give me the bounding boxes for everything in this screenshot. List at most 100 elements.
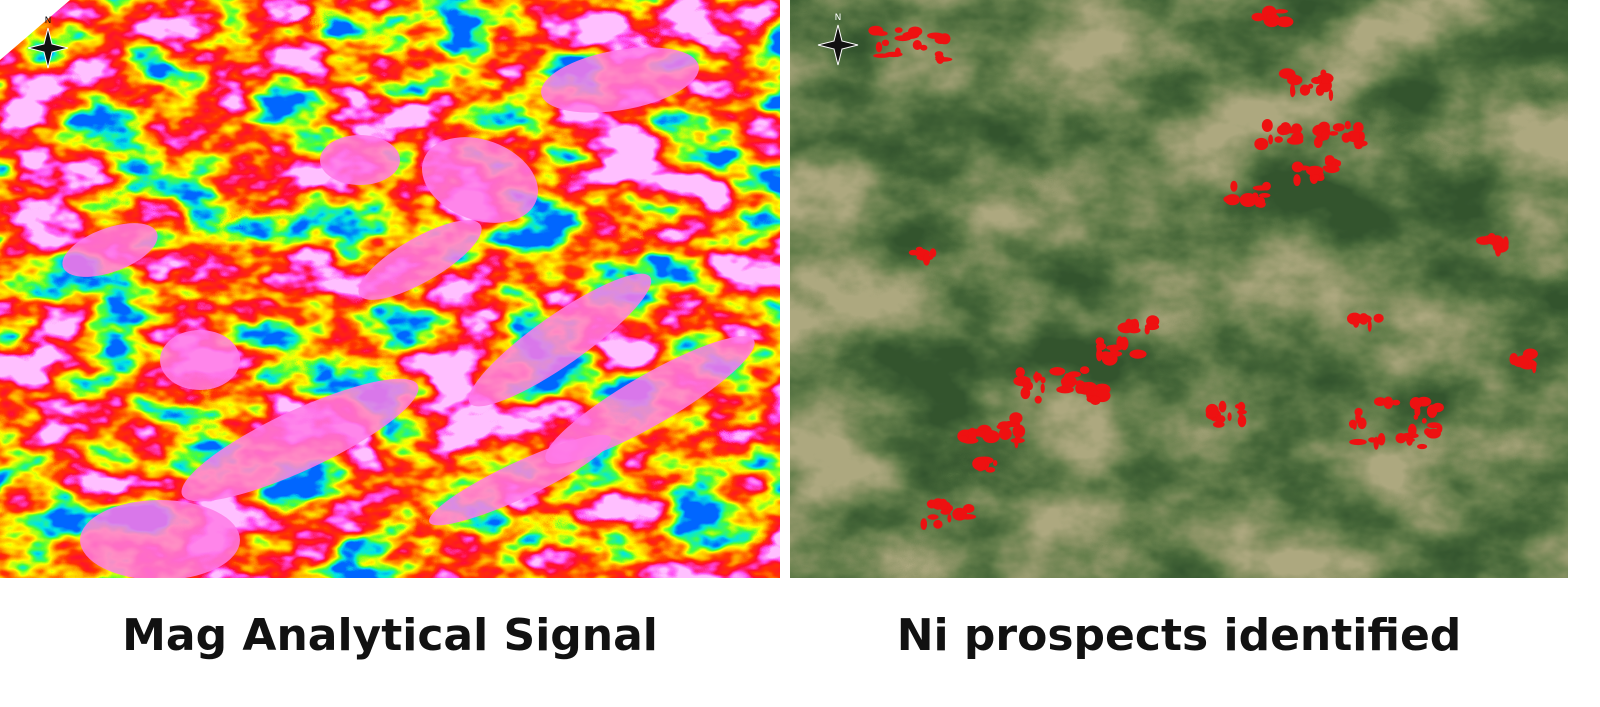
prospect-patch xyxy=(1292,131,1304,143)
prospect-patch xyxy=(975,458,986,472)
compass-rose: N xyxy=(817,13,859,66)
prospect-patch xyxy=(1213,421,1225,428)
prospect-patch xyxy=(1352,312,1360,320)
prospect-patch xyxy=(1015,367,1025,378)
caption: Ni prospects identified xyxy=(897,610,1462,661)
high-signal-zone xyxy=(545,336,755,464)
prospect-patch xyxy=(1306,165,1324,176)
prospect-patch xyxy=(934,35,948,44)
prospect-patch xyxy=(1067,371,1081,378)
prospect-patch xyxy=(1144,323,1160,331)
prospect-patch xyxy=(1494,242,1502,257)
high-signal-zone xyxy=(80,500,240,578)
high-signal-zone xyxy=(181,378,419,502)
caption: Mag Analytical Signal xyxy=(122,610,658,661)
prospect-patch xyxy=(935,54,945,60)
prospect-patch xyxy=(993,460,998,466)
prospect-patch xyxy=(1373,313,1384,323)
prospect-patch xyxy=(1436,423,1443,434)
prospect-patch xyxy=(1383,396,1394,409)
mag-map xyxy=(0,0,780,578)
prospect-patch xyxy=(1328,131,1339,136)
prospect-patch xyxy=(1324,164,1340,174)
prospect-patch xyxy=(1239,193,1257,207)
prospect-patch xyxy=(958,435,968,442)
prospect-patch xyxy=(894,27,903,33)
prospect-patch xyxy=(1216,415,1226,424)
high-signal-zone xyxy=(421,137,539,223)
prospect-patch xyxy=(1487,233,1497,245)
prospect-patch xyxy=(1308,83,1314,89)
prospect-patch xyxy=(1034,395,1042,404)
prospect-patch xyxy=(875,31,888,36)
prospect-patch xyxy=(908,249,919,256)
prospect-patch xyxy=(1321,78,1330,84)
prospect-patch xyxy=(934,501,942,510)
high-signal-zone xyxy=(468,273,652,407)
high-signal-zone xyxy=(62,223,158,277)
prospect-patch xyxy=(947,514,952,523)
prospect-patch xyxy=(1230,180,1238,192)
high-signal-zone xyxy=(541,47,699,113)
prospect-patch xyxy=(1311,174,1320,181)
compass-star xyxy=(27,27,69,69)
high-signal-zone xyxy=(320,135,400,185)
prospect-patch xyxy=(1010,437,1025,444)
prospect-patch xyxy=(985,467,996,473)
prospect-patch xyxy=(1354,407,1363,417)
prospect-patch xyxy=(982,430,1000,444)
prospect-patch xyxy=(881,39,890,46)
prospect-patch xyxy=(1040,376,1046,384)
prospect-patch xyxy=(1374,397,1387,407)
prospect-patch xyxy=(1075,380,1085,387)
prospect-patch xyxy=(1274,136,1283,143)
prospect-patch xyxy=(998,427,1012,441)
prospect-patch xyxy=(1522,348,1538,360)
prospect-patch xyxy=(1261,119,1273,132)
prospect-patch xyxy=(1367,319,1372,332)
prospect-patch xyxy=(1341,132,1351,143)
prospect-patch xyxy=(1255,196,1266,206)
prospect-patch xyxy=(1421,418,1427,424)
prospect-patch xyxy=(1090,396,1101,405)
prospect-patch xyxy=(1012,424,1026,439)
prospect-patch xyxy=(875,41,883,53)
prospect-patch xyxy=(1033,372,1043,381)
prospect-patch xyxy=(1328,89,1334,101)
prospect-patch xyxy=(1417,443,1428,450)
prospect-patch xyxy=(1223,195,1238,204)
prospect-patch xyxy=(1096,342,1107,351)
prospect-patch xyxy=(1274,9,1288,14)
prospect-patch xyxy=(920,44,928,51)
prospect-patch xyxy=(1129,349,1147,359)
prospect-patch xyxy=(1358,313,1369,325)
prospect-patch xyxy=(1268,134,1273,145)
prospect-patch xyxy=(929,248,937,258)
prospect-patch xyxy=(1352,421,1357,430)
prospect-patch xyxy=(1049,367,1066,376)
prospect-patch xyxy=(1009,412,1023,424)
prospect-patch xyxy=(1238,408,1244,417)
prospect-patch xyxy=(912,40,922,50)
prospect-patch xyxy=(1056,385,1074,394)
prospect-patch xyxy=(940,509,951,515)
prospect-patch xyxy=(1266,14,1272,20)
prospect-patch xyxy=(933,519,943,529)
prospect-patch xyxy=(1349,438,1367,446)
prospect-patch xyxy=(926,499,937,509)
prospect-patch xyxy=(1413,414,1419,420)
high-signal-zone xyxy=(160,330,240,390)
prospect-patch xyxy=(1040,383,1045,394)
prospect-patch xyxy=(894,47,901,57)
prospect-patch xyxy=(1227,412,1232,422)
prospect-patch xyxy=(1332,123,1345,132)
prospect-patch xyxy=(1020,386,1031,400)
north-label: N xyxy=(835,13,842,23)
north-label: N xyxy=(45,16,52,26)
prospect-patch xyxy=(1335,160,1342,167)
prospect-patch xyxy=(1321,130,1330,141)
prospect-patch xyxy=(1099,351,1113,361)
prospect-patch xyxy=(1254,137,1269,151)
